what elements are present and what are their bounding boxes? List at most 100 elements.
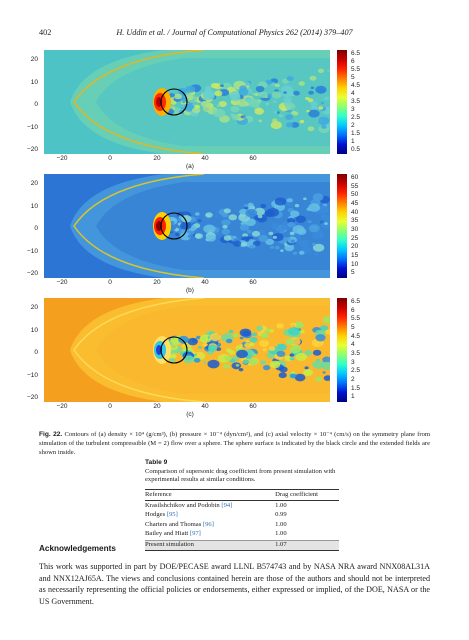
column-header: Drag coefficient — [275, 488, 339, 502]
colorbar — [337, 50, 347, 154]
colorbar-label: 2.5 — [351, 114, 361, 121]
figure-panel-a: 20 10 0 −10 −20 −20 0 20 40 60 (a) 6.5 6 5.5 5 4.5 4 3.5 3… — [0, 42, 469, 170]
figure-caption-text: Contours of (a) density × 10⁴ (g/cm³), (… — [39, 431, 430, 456]
colorbar-label: 3.5 — [351, 350, 361, 357]
table-title: Table 9 — [145, 459, 168, 466]
x-tick-label: 0 — [108, 279, 112, 286]
x-tick-label: 60 — [249, 279, 257, 286]
x-tick-label: −20 — [56, 279, 68, 286]
citation-link[interactable]: [97] — [189, 530, 201, 538]
colorbar-label: 20 — [351, 243, 359, 251]
y-tick-label: 10 — [30, 203, 38, 210]
colorbar-label: 45 — [351, 200, 359, 207]
journal-citation: H. Uddin et al. / Journal of Computation… — [116, 28, 353, 37]
colorbar-label: 4 — [351, 341, 355, 349]
colorbar-label: 6.5 — [351, 298, 361, 305]
column-header: Reference — [145, 488, 276, 502]
contour-field — [44, 298, 330, 402]
colorbar-label: 30 — [351, 226, 359, 233]
colorbar-label: 2 — [351, 376, 355, 383]
colorbar-label: 15 — [351, 252, 359, 259]
drag-value: 0.99 — [275, 511, 287, 519]
y-tick-label: 0 — [34, 101, 38, 108]
colorbar-label: 3 — [351, 106, 355, 113]
colorbar-label: 0.5 — [351, 146, 361, 153]
y-tick-label: −20 — [26, 270, 38, 277]
colorbar-label: 5.5 — [351, 66, 361, 73]
colorbar-label: 10 — [351, 260, 359, 268]
colorbar-label: 1.5 — [351, 384, 361, 392]
drag-value: 1.07 — [275, 539, 339, 552]
x-tick-label: 40 — [201, 155, 209, 162]
x-tick-label: 20 — [153, 279, 161, 286]
y-tick-label: 20 — [30, 304, 38, 311]
colorbar-label: 50 — [351, 191, 359, 199]
colorbar-label: 5 — [351, 74, 355, 81]
colorbar-label: 2.5 — [351, 367, 361, 375]
figure-caption-label: Fig. 22. — [39, 431, 63, 438]
x-tick-label: 0 — [108, 403, 112, 410]
y-tick-label: −10 — [26, 372, 38, 379]
sphere-outline — [160, 336, 188, 364]
colorbar-label: 6 — [351, 58, 355, 65]
page-number: 402 — [39, 28, 52, 37]
colorbar-label: 25 — [351, 234, 359, 242]
drag-value: 1.00 — [275, 530, 287, 538]
colorbar-label: 35 — [351, 217, 359, 225]
table-row: Charters and Thomas [96] 1.00 — [145, 520, 339, 530]
reference-name: Hodges — [145, 511, 166, 519]
y-tick-label: 20 — [30, 180, 38, 187]
contour-plot — [44, 298, 330, 402]
contour-plot — [44, 50, 330, 154]
colorbar-label: 1 — [351, 393, 355, 401]
panel-label: (c) — [186, 411, 194, 418]
colorbar-label: 6 — [351, 306, 355, 314]
table-row: Krasilshchikov and Podobin [94] 1.00 — [145, 501, 339, 511]
x-tick-label: 60 — [249, 403, 257, 410]
reference-name: Charters and Thomas — [145, 520, 202, 528]
reference-cell: Charters and Thomas [96] — [145, 520, 275, 530]
x-tick-label: 60 — [249, 155, 257, 162]
y-tick-label: −10 — [26, 248, 38, 255]
contour-plot — [44, 174, 330, 278]
table-row: Bailey and Hiatt [97] 1.00 — [145, 530, 339, 540]
colorbar-label: 4.5 — [351, 82, 361, 89]
colorbar-label: 40 — [351, 208, 359, 216]
table-row: Hodges [95] 0.99 — [145, 511, 339, 521]
colorbar-label: 1.5 — [351, 130, 361, 137]
x-tick-label: −20 — [56, 155, 68, 162]
x-tick-label: 20 — [153, 403, 161, 410]
colorbar-label: 55 — [351, 182, 359, 190]
colorbar — [337, 174, 347, 278]
acknowledgements-heading: Acknowledgements — [39, 544, 116, 553]
citation-link[interactable]: [96] — [202, 520, 214, 528]
reference-cell: Present simulation — [145, 539, 276, 552]
citation-link[interactable]: [95] — [166, 511, 178, 519]
colorbar-label: 1 — [351, 138, 355, 145]
y-tick-label: −20 — [26, 146, 38, 153]
drag-value: 1.00 — [275, 501, 287, 509]
figure-panel-b: 20 10 0 −10 −20 −20 0 20 40 60 (b) 60 55 50 45 40 35 30 25… — [0, 166, 469, 294]
reference-cell: Krasilshchikov and Podobin [94] — [145, 501, 275, 511]
colorbar — [337, 298, 347, 402]
sphere-outline — [160, 88, 188, 116]
colorbar-label: 3.5 — [351, 98, 361, 105]
x-tick-label: 0 — [108, 155, 112, 162]
colorbar-label: 4.5 — [351, 332, 361, 340]
running-header: 402 H. Uddin et al. / Journal of Computa… — [0, 28, 469, 42]
table-caption: Comparison of supersonic drag coefficien… — [145, 467, 336, 484]
x-tick-label: 40 — [201, 279, 209, 286]
contour-field — [44, 174, 330, 278]
drag-table: Reference Drag coefficient Krasilshchiko… — [145, 488, 339, 552]
colorbar-label: 6.5 — [351, 50, 361, 57]
colorbar-label: 2 — [351, 122, 355, 129]
reference-name: Krasilshchikov and Podobin — [145, 501, 220, 509]
y-tick-label: 0 — [34, 349, 38, 356]
figure-panel-c: 20 10 0 −10 −20 −20 0 20 40 60 (c) 6.5 6 5.5 5 4.5 4 3.5 3… — [0, 290, 469, 418]
panel-label: (b) — [186, 287, 194, 294]
sphere-outline — [160, 212, 188, 240]
panel-label: (a) — [186, 163, 194, 170]
citation-link[interactable]: [94] — [221, 501, 233, 509]
figure-caption: Fig. 22. Contours of (a) density × 10⁴ (… — [39, 431, 430, 457]
reference-name: Bailey and Hiatt — [145, 530, 189, 538]
